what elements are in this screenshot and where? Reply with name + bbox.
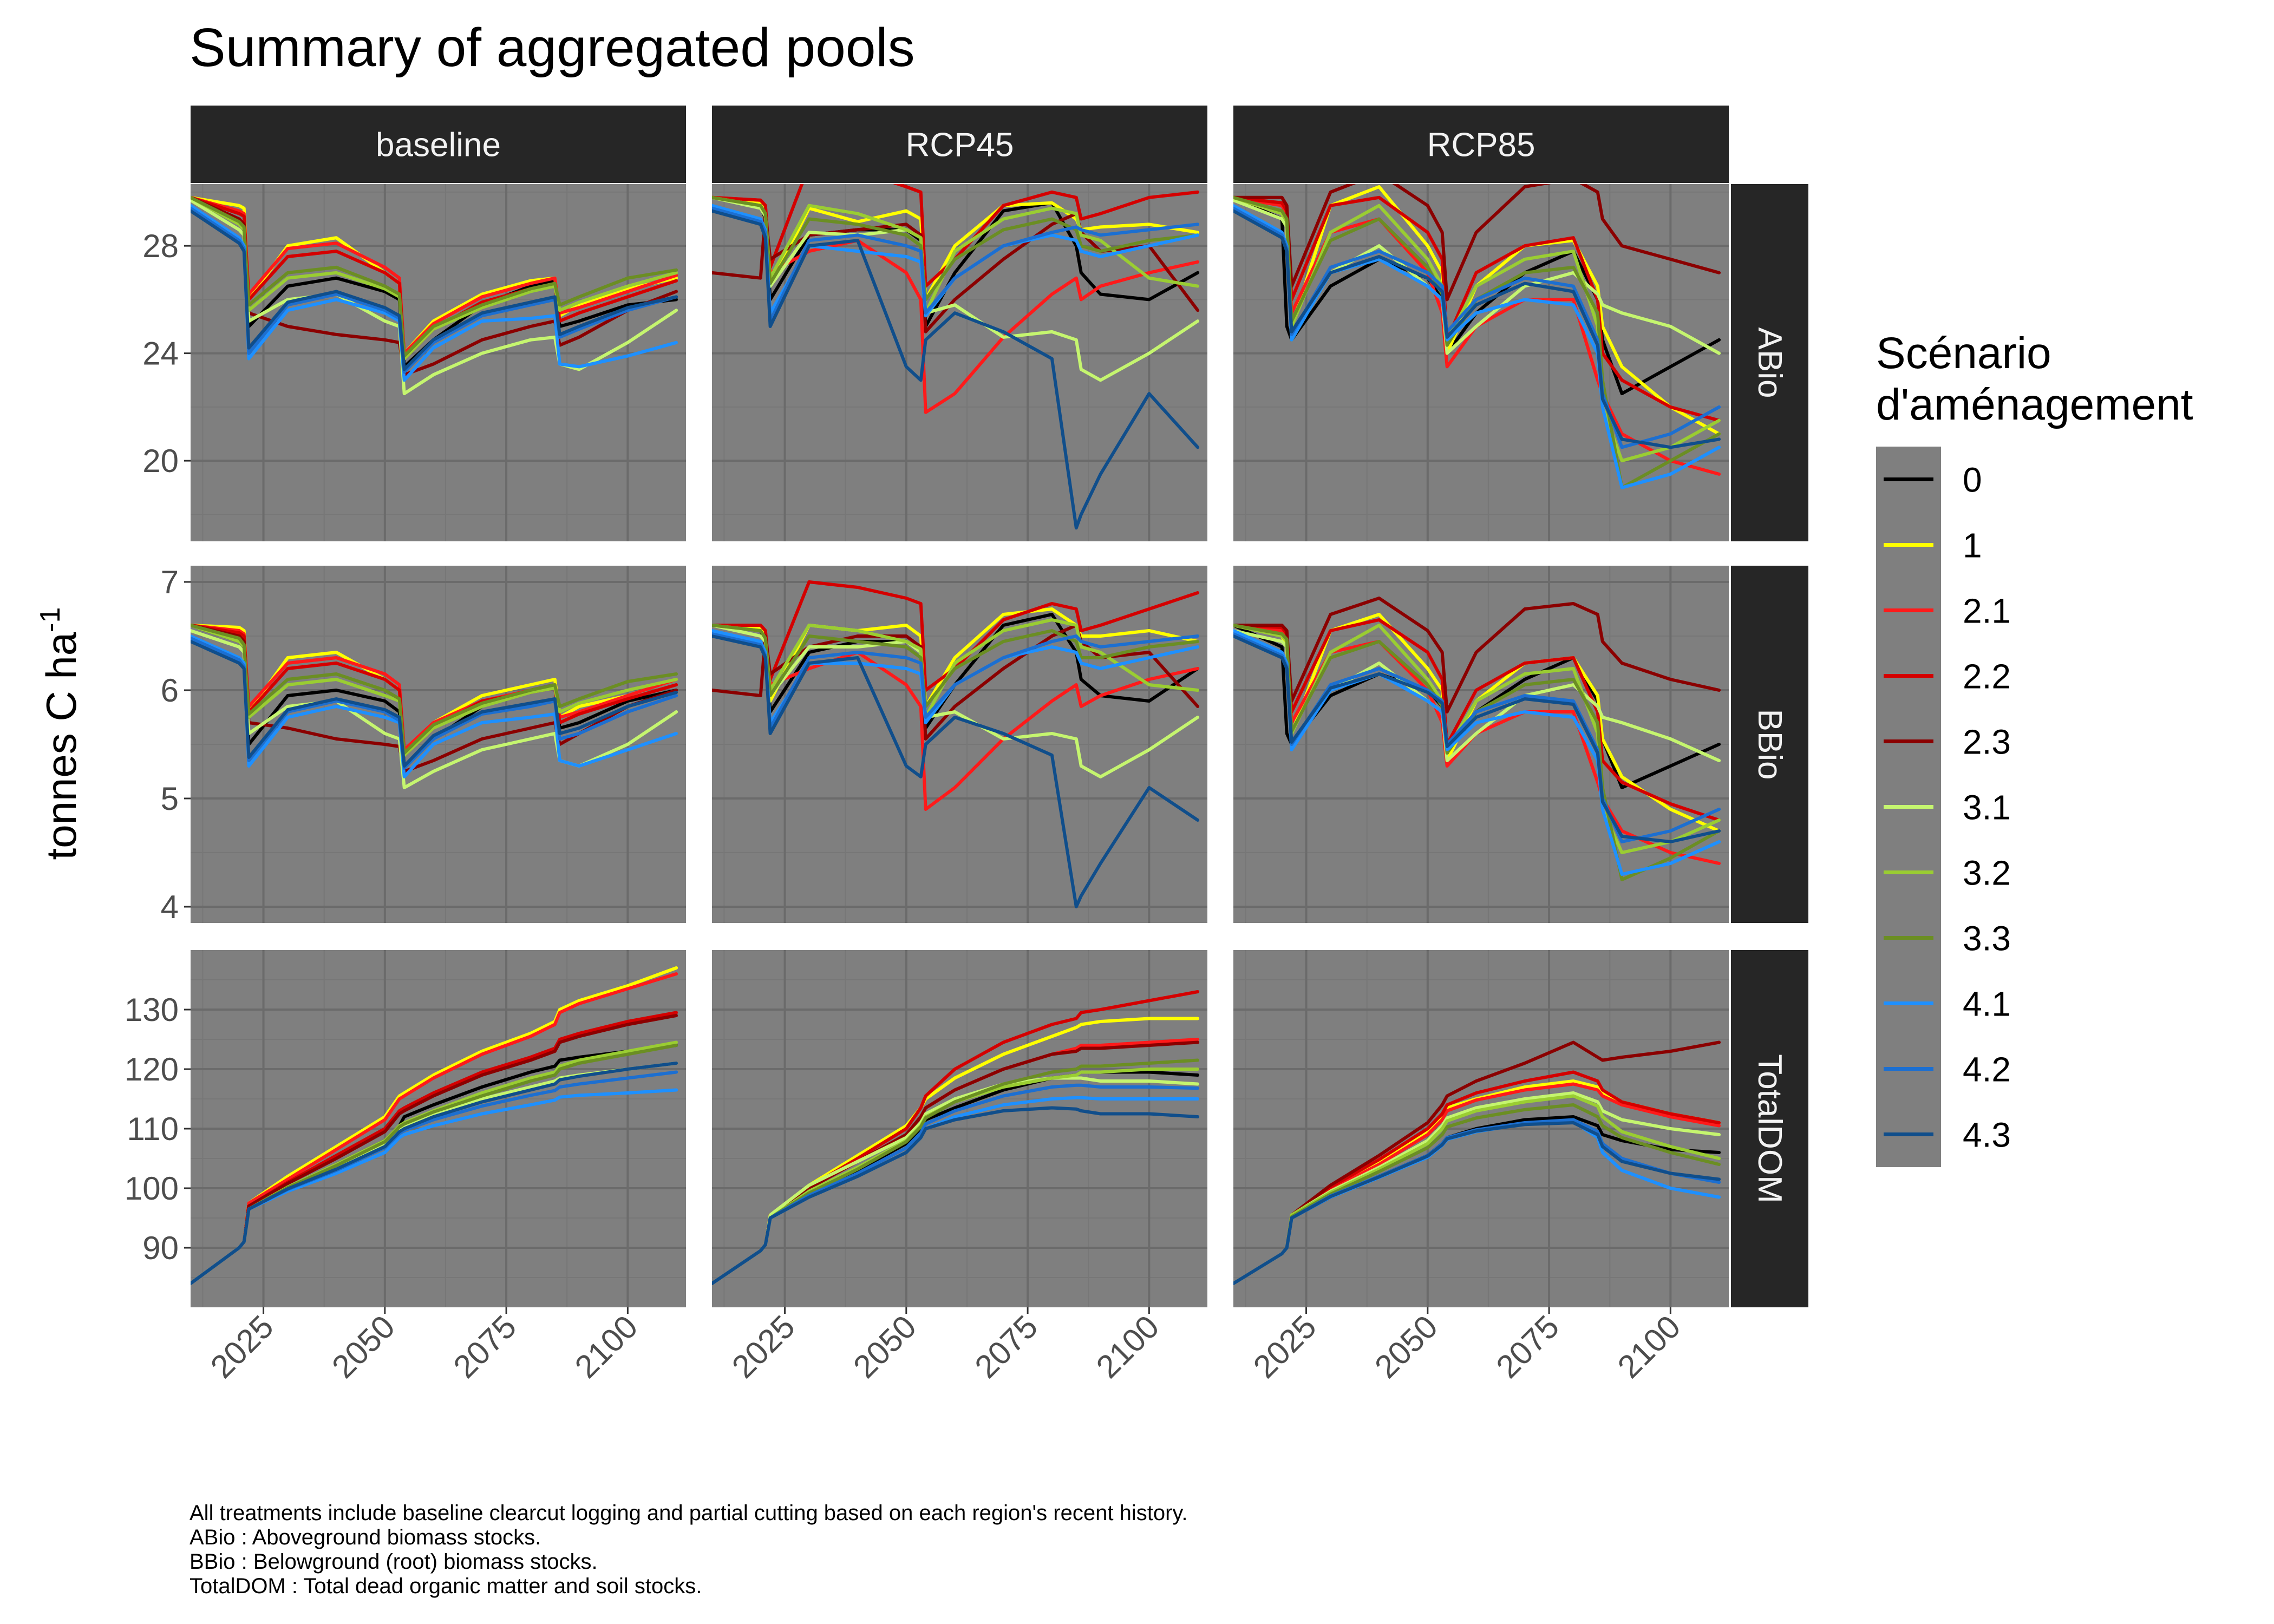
panel-baseline-bbio: 4 5 6 7 — [161, 564, 686, 925]
series-line-4-3 — [712, 209, 1200, 530]
legend-label-4-2: 4.2 — [1963, 1050, 2011, 1089]
legend-label-3-1: 3.1 — [1963, 788, 2011, 827]
y-tick-label: 100 — [125, 1170, 179, 1207]
x-tick-label: 2050 — [846, 1308, 923, 1385]
series-line-4-3 — [1233, 209, 1721, 449]
x-tick-label: 2100 — [568, 1308, 645, 1385]
y-axis-label-text: tonnes C ha — [37, 632, 85, 860]
x-tick-label: 2075 — [968, 1308, 1045, 1385]
y-axis-label-superscript: -1 — [35, 607, 66, 632]
series-line-4-3 — [712, 634, 1200, 908]
caption-line-2: ABio : Aboveground biomass stocks. — [190, 1525, 541, 1549]
y-tick-label: 4 — [161, 889, 179, 925]
facet-panels: 20 24 28 4 5 6 7 90 100 110 120 130 2025 2050 2075 2100… — [125, 184, 1729, 1385]
panel-baseline-abio: 20 24 28 — [142, 184, 686, 541]
legend: Scénario d'aménagement 0 1 2.1 2.2 2.3 3.1 3.2… — [1876, 329, 2193, 1167]
panel-background — [1233, 184, 1729, 541]
series-group — [712, 990, 1200, 1285]
series-group — [712, 580, 1200, 908]
panel-rcp85-bbio — [1233, 566, 1729, 923]
strip-abio — [1731, 184, 1808, 541]
strip-bbio — [1731, 566, 1808, 923]
legend-label-2-3: 2.3 — [1963, 723, 2011, 762]
caption: All treatments include baseline clearcut… — [190, 1501, 1188, 1598]
y-tick-label: 120 — [125, 1051, 179, 1088]
facet-strips: baseline RCP45 RCP85 ABio BBio TotalDOM — [191, 106, 1808, 1307]
x-tick-label: 2025 — [1246, 1308, 1323, 1385]
strip-label-rcp85: RCP85 — [1427, 127, 1535, 164]
strip-label-baseline: baseline — [376, 127, 501, 164]
caption-line-3: BBio : Belowground (root) biomass stocks… — [190, 1550, 598, 1574]
caption-line-4: TotalDOM : Total dead organic matter and… — [190, 1574, 702, 1598]
x-tick-label: 2100 — [1611, 1308, 1688, 1385]
panel-rcp45-abio — [712, 184, 1207, 541]
y-axis-label: tonnes C ha-1 — [35, 607, 85, 860]
chart-title: Summary of aggregated pools — [190, 17, 915, 78]
strip-label-abio: ABio — [1751, 328, 1788, 398]
y-tick-label: 7 — [161, 564, 179, 600]
panel-rcp85-totaldom: 2025 2050 2075 2100 — [1233, 950, 1729, 1385]
series-line-4-3 — [191, 209, 678, 371]
series-group — [1233, 1040, 1721, 1285]
legend-label-4-3: 4.3 — [1963, 1116, 2011, 1155]
strip-totaldom — [1731, 950, 1808, 1307]
panel-rcp45-totaldom: 2025 2050 2075 2100 — [712, 950, 1207, 1385]
y-tick-label: 90 — [142, 1230, 179, 1266]
legend-label-3-3: 3.3 — [1963, 919, 2011, 958]
legend-label-2-1: 2.1 — [1963, 592, 2011, 631]
y-tick-label: 20 — [142, 443, 179, 479]
y-tick-label: 5 — [161, 781, 179, 817]
x-tick-label: 2100 — [1089, 1308, 1166, 1385]
series-group — [191, 195, 678, 396]
panel-baseline-totaldom: 90 100 110 120 130 2025 2050 2075 2100 — [125, 950, 686, 1385]
x-tick-label: 2075 — [447, 1308, 524, 1385]
y-tick-label: 130 — [125, 992, 179, 1028]
x-tick-label: 2075 — [1489, 1308, 1566, 1385]
strip-label-bbio: BBio — [1751, 709, 1788, 780]
x-tick-label: 2025 — [725, 1308, 802, 1385]
strip-baseline — [191, 106, 686, 183]
series-line-4-3 — [1233, 1121, 1721, 1285]
caption-line-1: All treatments include baseline clearcut… — [190, 1501, 1188, 1525]
series-group — [191, 966, 678, 1285]
series-line-4-3 — [712, 1106, 1200, 1285]
x-tick-label: 2050 — [325, 1308, 402, 1385]
panel-rcp85-abio — [1233, 184, 1729, 541]
legend-title-line2: d'aménagement — [1876, 380, 2193, 429]
panel-rcp45-bbio — [712, 566, 1207, 923]
x-tick-label: 2025 — [204, 1308, 280, 1385]
legend-label-0: 0 — [1963, 461, 1982, 500]
y-tick-label: 24 — [142, 336, 179, 372]
series-group — [191, 624, 678, 789]
series-line-4-3 — [1233, 634, 1721, 843]
legend-label-2-2: 2.2 — [1963, 657, 2011, 696]
series-group — [712, 184, 1200, 530]
y-tick-label: 28 — [142, 228, 179, 264]
x-tick-label: 2050 — [1368, 1308, 1445, 1385]
strip-label-rcp45: RCP45 — [906, 127, 1014, 164]
legend-label-1: 1 — [1963, 526, 1982, 565]
series-group — [1233, 597, 1721, 881]
y-tick-label: 6 — [161, 672, 179, 709]
legend-title-line1: Scénario — [1876, 329, 2051, 378]
series-group — [1233, 184, 1721, 489]
strip-label-totaldom: TotalDOM — [1751, 1054, 1788, 1203]
series-line-4-3 — [191, 1062, 678, 1285]
y-tick-label: 110 — [127, 1111, 179, 1147]
legend-label-4-1: 4.1 — [1963, 985, 2011, 1024]
legend-label-3-2: 3.2 — [1963, 854, 2011, 893]
series-line-4-3 — [191, 640, 678, 768]
strip-rcp85 — [1233, 106, 1729, 183]
strip-rcp45 — [712, 106, 1207, 183]
